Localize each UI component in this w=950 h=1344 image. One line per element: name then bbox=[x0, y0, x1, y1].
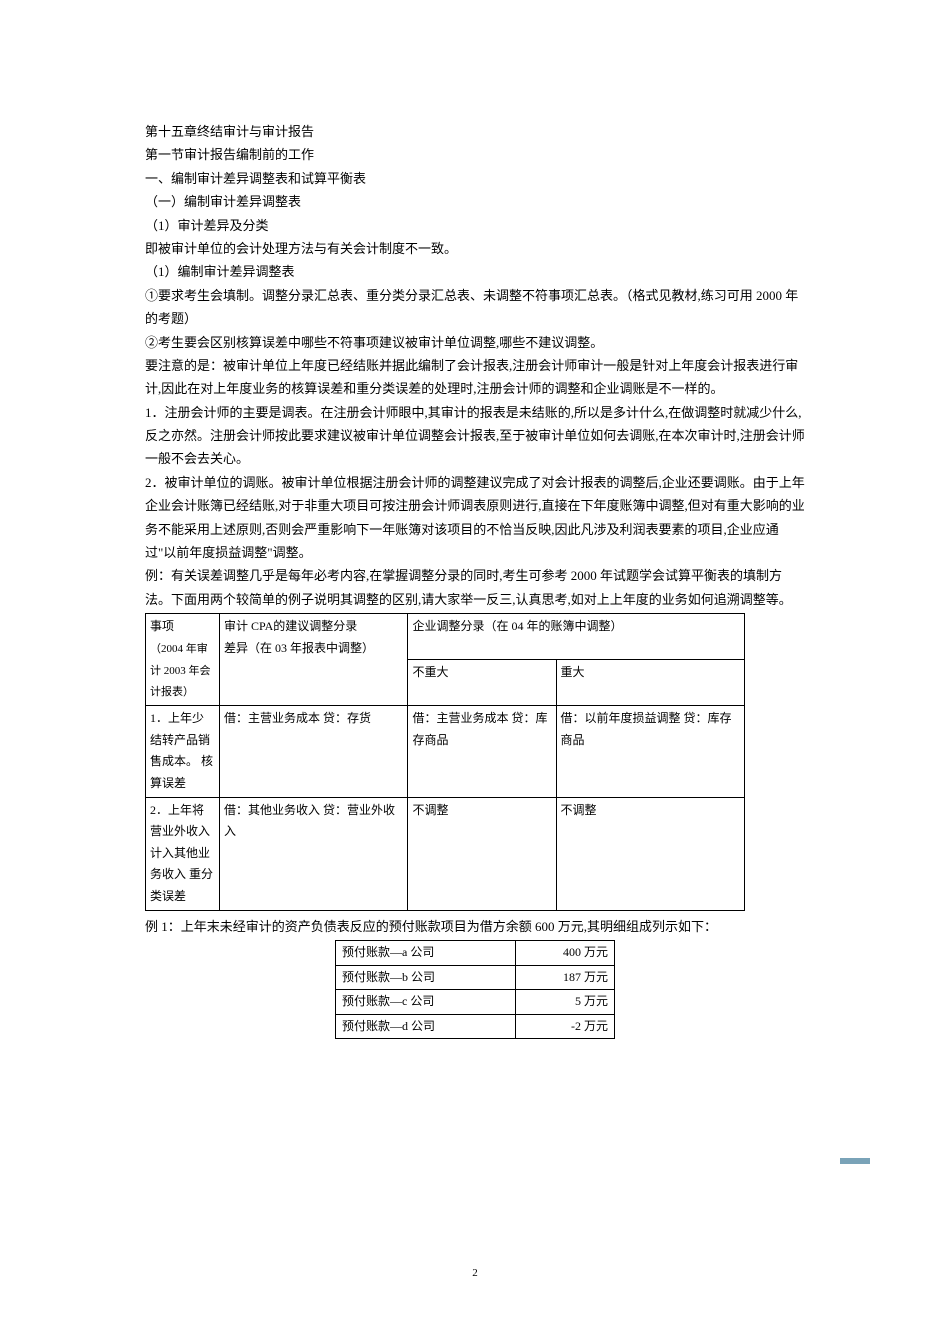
table-cell: 借：主营业务成本 贷：库存商品 bbox=[408, 706, 556, 797]
heading-sub3: （1）审计差异及分类 bbox=[145, 214, 805, 237]
heading-section: 第一节审计报告编制前的工作 bbox=[145, 143, 805, 166]
th-item: 事项 （2004 年审计 2003 年会计报表） bbox=[146, 614, 220, 706]
heading-sub2: （一）编制审计差异调整表 bbox=[145, 190, 805, 213]
page-number: 2 bbox=[472, 1264, 478, 1284]
table-row: 预付账款—c 公司 5 万元 bbox=[336, 990, 615, 1015]
heading-chapter: 第十五章终结审计与审计报告 bbox=[145, 120, 805, 143]
table-row: 预付账款—d 公司 -2 万元 bbox=[336, 1014, 615, 1039]
prepayment-table: 预付账款—a 公司 400 万元 预付账款—b 公司 187 万元 预付账款—c… bbox=[335, 940, 615, 1039]
body-text: 2．被审计单位的调账。被审计单位根据注册会计师的调整建议完成了对会计报表的调整后… bbox=[145, 471, 805, 565]
body-text: 要注意的是：被审计单位上年度已经结账并据此编制了会计报表,注册会计师审计一般是针… bbox=[145, 354, 805, 401]
body-text: 例：有关误差调整几乎是每年必考内容,在掌握调整分录的同时,考生可参考 2000 … bbox=[145, 564, 805, 611]
table-cell: 借：其他业务收入 贷：营业外收入 bbox=[220, 797, 408, 910]
table-cell: 借：以前年度损益调整 贷：库存商品 bbox=[556, 706, 744, 797]
th-enterprise: 企业调整分录（在 04 年的账簿中调整） bbox=[408, 614, 745, 660]
body-text: 即被审计单位的会计处理方法与有关会计制度不一致。 bbox=[145, 237, 805, 260]
table-row: 预付账款—a 公司 400 万元 bbox=[336, 940, 615, 965]
adjustment-table: 事项 （2004 年审计 2003 年会计报表） 审计 CPA的建议调整分录 差… bbox=[145, 613, 745, 910]
body-text: ②考生要会区别核算误差中哪些不符事项建议被审计单位调整,哪些不建议调整。 bbox=[145, 331, 805, 354]
table-cell: 不调整 bbox=[408, 797, 556, 910]
th-major: 重大 bbox=[556, 660, 744, 706]
th-not-major: 不重大 bbox=[408, 660, 556, 706]
table-cell: 1．上年少结转产品销售成本。 核算误差 bbox=[146, 706, 220, 797]
heading-sub1: 一、编制审计差异调整表和试算平衡表 bbox=[145, 167, 805, 190]
heading-sub3b: （1）编制审计差异调整表 bbox=[145, 260, 805, 283]
table-row: 预付账款—b 公司 187 万元 bbox=[336, 965, 615, 990]
table-cell: 借：主营业务成本 贷：存货 bbox=[220, 706, 408, 797]
table-cell: 不调整 bbox=[556, 797, 744, 910]
body-text: ①要求考生会填制。调整分录汇总表、重分类分录汇总表、未调整不符事项汇总表。（格式… bbox=[145, 284, 805, 331]
table-cell: 2．上年将营业外收入计入其他业务收入 重分类误差 bbox=[146, 797, 220, 910]
accent-bar bbox=[840, 1158, 870, 1164]
th-cpa: 审计 CPA的建议调整分录 差异（在 03 年报表中调整） bbox=[220, 614, 408, 706]
body-text: 1．注册会计师的主要是调表。在注册会计师眼中,其审计的报表是未结账的,所以是多计… bbox=[145, 401, 805, 471]
example-intro: 例 1：上年末未经审计的资产负债表反应的预付账款项目为借方余额 600 万元,其… bbox=[145, 915, 805, 938]
